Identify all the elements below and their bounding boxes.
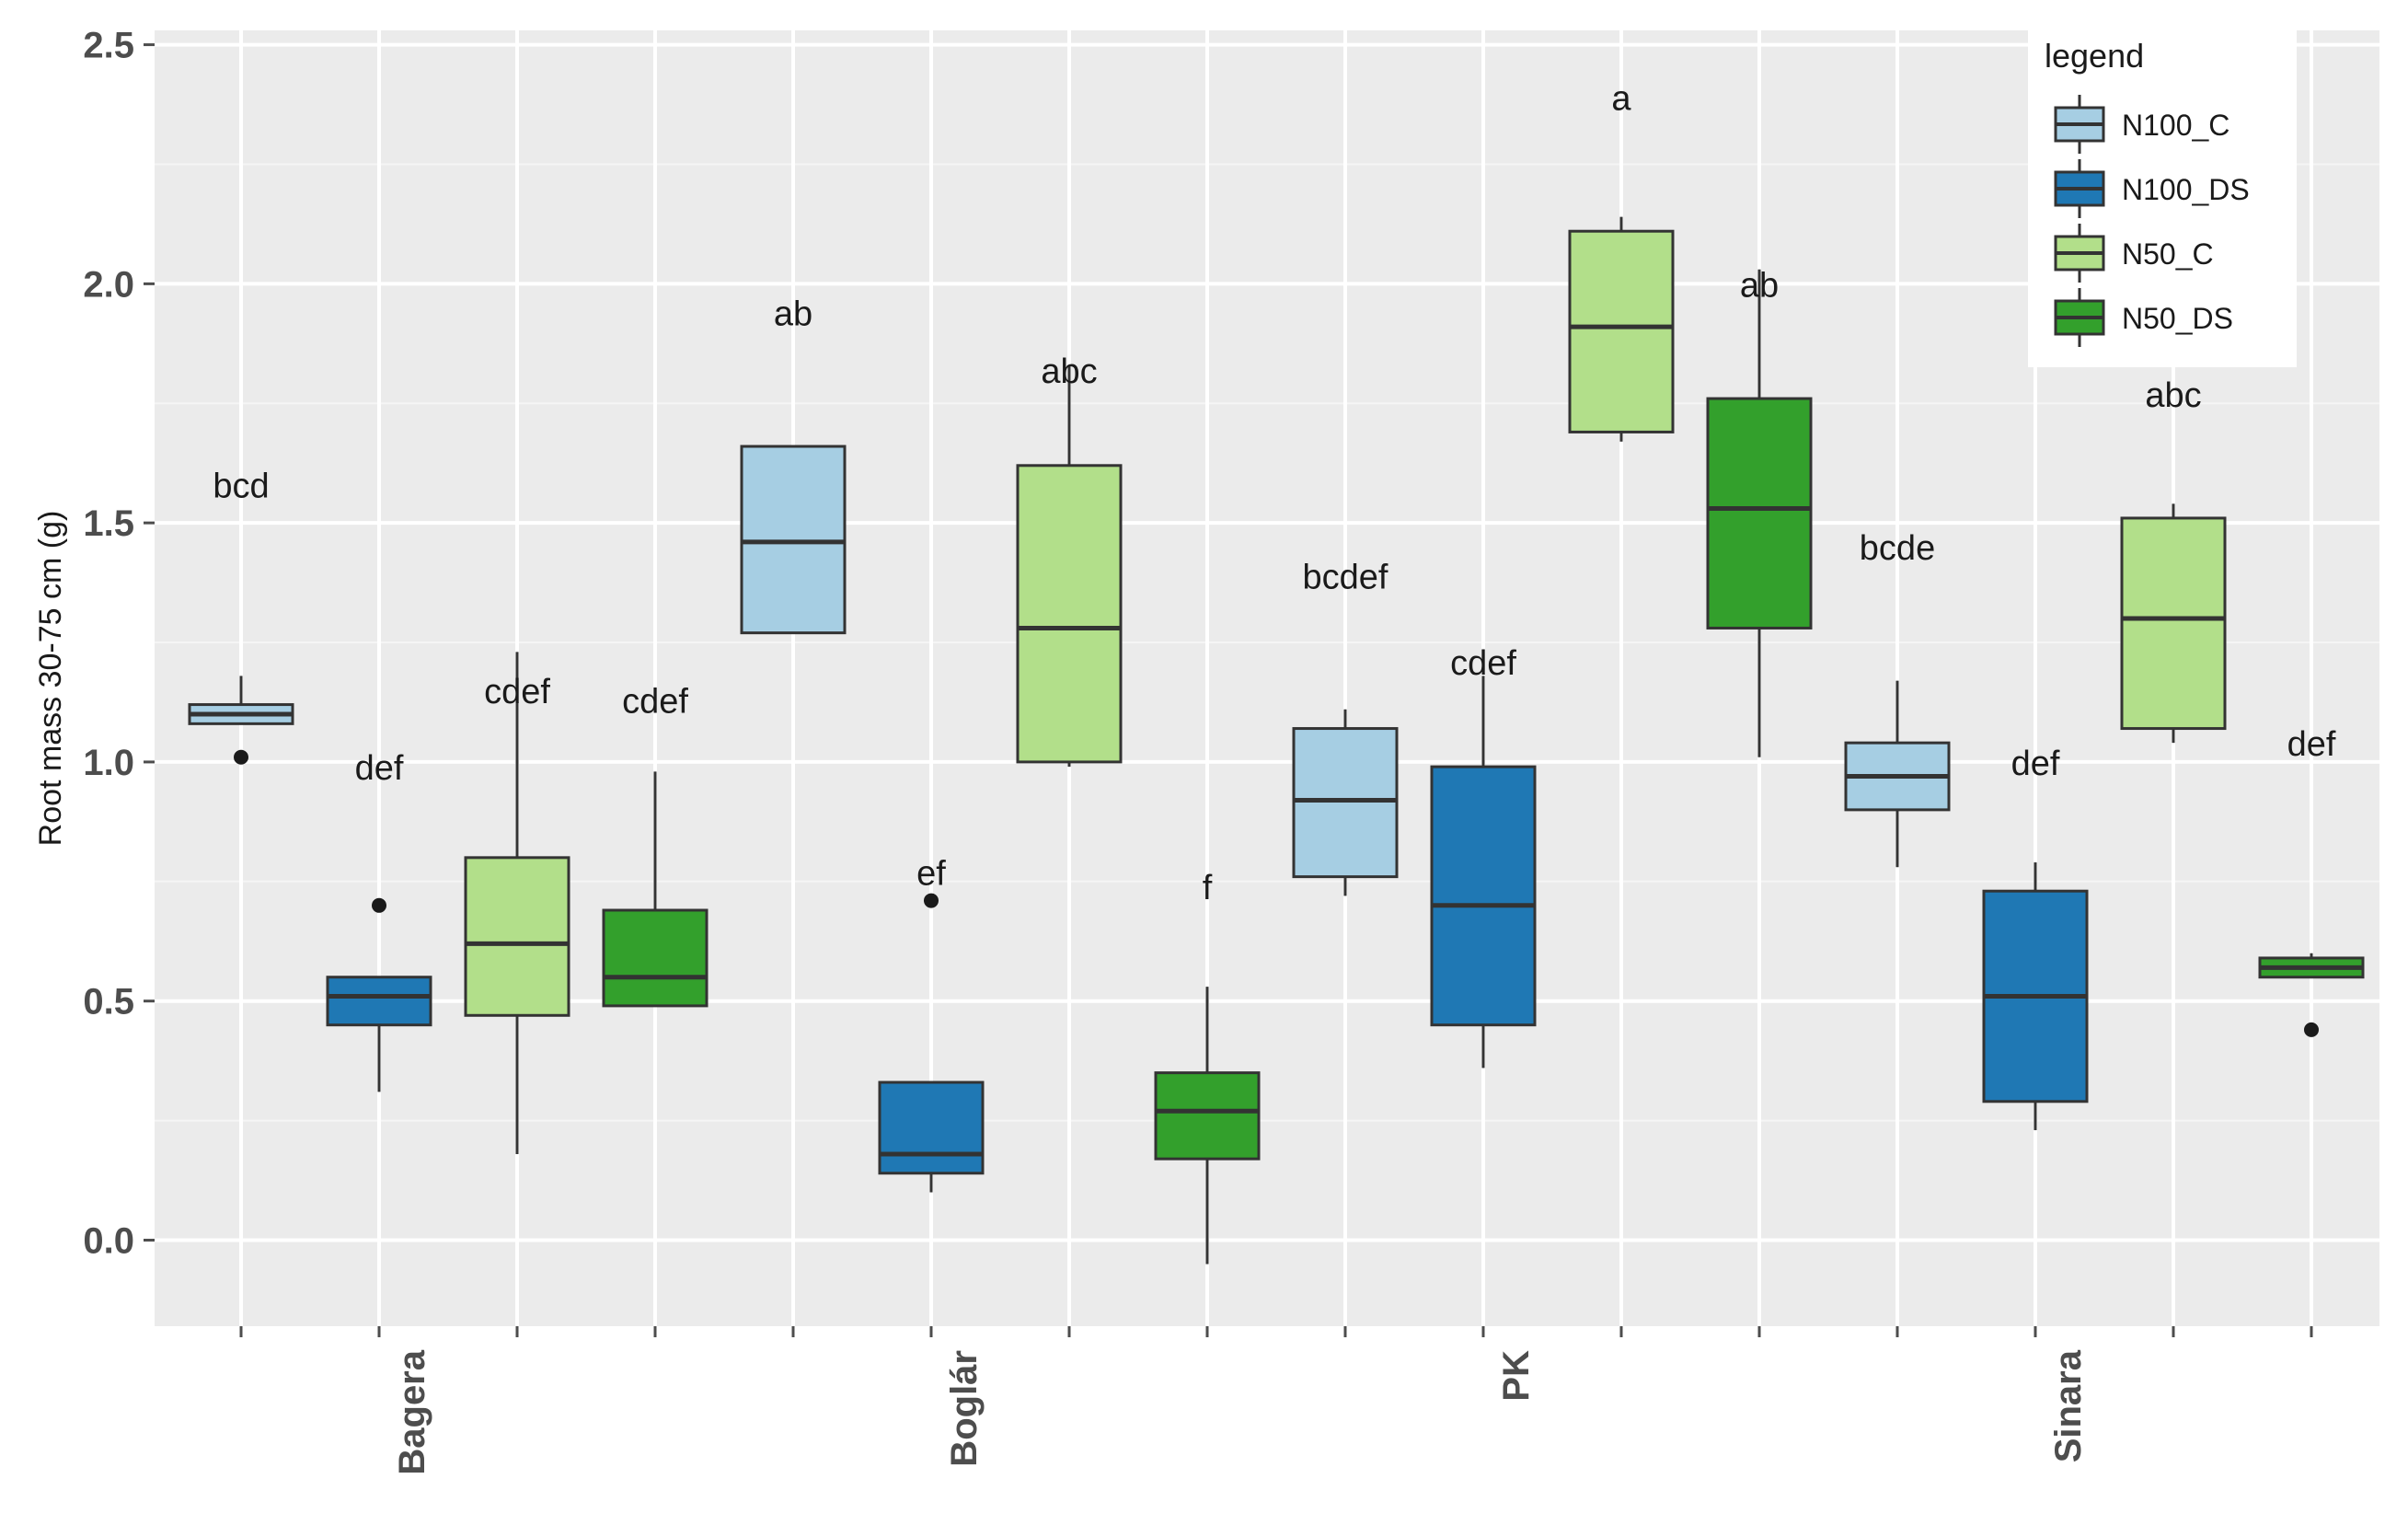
legend-label: N50_C [2122,237,2214,271]
box-Sinara-N100_DS [1982,862,2089,1130]
y-tick-label: 2.0 [83,264,134,305]
major-gridlines [155,30,2379,1326]
significance-label: a [1611,80,1631,119]
y-tick-label: 1.5 [83,503,134,544]
significance-label: bcd [213,468,269,506]
box-Bagera-N100_C [188,676,294,765]
box-iqr [1016,464,1123,764]
outlier-point [234,749,248,765]
box-Boglár-N100_DS [878,893,985,1193]
x-axis: Bagera Boglár PK Sinara [239,1326,2313,1475]
legend-key-N100_DS [2054,159,2105,218]
significance-label: ab [774,295,812,334]
box-iqr [1430,765,1537,1027]
significance-label: abc [1041,352,1097,391]
legend-label: N100_C [2122,109,2229,142]
box-series [188,216,2365,1265]
box-Bagera-N50_DS [602,771,709,1008]
box-PK-N100_DS [1430,676,1537,1069]
box-PK-N50_C [1568,216,1675,442]
box-Sinara-N100_C [1844,680,1951,868]
y-tick-label: 0.0 [83,1220,134,1261]
significance-label: cdef [622,682,688,721]
box-Sinara-N50_C [2120,503,2227,744]
box-iqr [1706,397,1813,630]
outlier-point [924,893,939,908]
x-group-label: Boglár [944,1350,985,1467]
box-iqr [878,1080,985,1175]
significance-label: abc [2145,376,2201,415]
box-PK-N50_DS [1706,269,1813,757]
box-iqr [1292,727,1399,879]
significance-label: bcde [1860,529,1935,568]
box-iqr [326,976,432,1027]
significance-letters: bcd def cdef cdef ab ef abc f bcdef cdef a ab bcde de… [213,80,2335,907]
legend-key-N50_C [2054,224,2105,283]
box-Boglár-N50_C [1016,364,1123,768]
plot-panel [155,30,2379,1326]
legend-key-N50_DS [2054,288,2105,347]
significance-label: def [2287,725,2336,764]
significance-label: f [1203,869,1213,907]
box-iqr [2120,516,2227,731]
box-iqr [1568,229,1675,433]
significance-label: bcdef [1303,558,1388,596]
x-group-label: Sinara [2048,1349,2089,1462]
box-Boglár-N50_DS [1154,987,1261,1265]
x-group-label: PK [1496,1350,1537,1402]
significance-label: ab [1740,266,1779,305]
x-group-label: Bagera [392,1349,432,1474]
outlier-point [372,897,386,913]
y-tick-label: 2.5 [83,26,134,66]
significance-label: ef [916,854,946,893]
box-iqr [602,908,709,1008]
outlier-point [2304,1022,2319,1037]
legend-key-N100_C [2054,95,2105,154]
box-Bagera-N50_C [464,652,570,1154]
significance-label: cdef [484,673,550,711]
box-Sinara-N50_DS [2258,953,2365,1037]
significance-label: def [355,749,404,788]
significance-label: def [2011,745,2060,783]
box-PK-N100_C [1292,709,1399,896]
box-Boglár-N100_C [740,445,847,635]
box-iqr [464,856,570,1017]
legend-title: legend [2045,37,2144,75]
y-axis-title: Root mass 30-75 cm (g) [33,511,68,847]
legend: legend N100_C N100_DS N50_C N50_DS [2028,30,2297,367]
box-iqr [1154,1071,1261,1161]
box-Bagera-N100_DS [326,897,432,1092]
box-iqr [740,445,847,635]
y-tick-label: 0.5 [83,982,134,1022]
legend-label: N100_DS [2122,173,2250,206]
legend-label: N50_DS [2122,302,2233,335]
y-axis: 0.0 0.5 1.0 1.5 2.0 2.5 [83,26,155,1261]
y-tick-label: 1.0 [83,743,134,783]
significance-label: cdef [1450,644,1516,683]
